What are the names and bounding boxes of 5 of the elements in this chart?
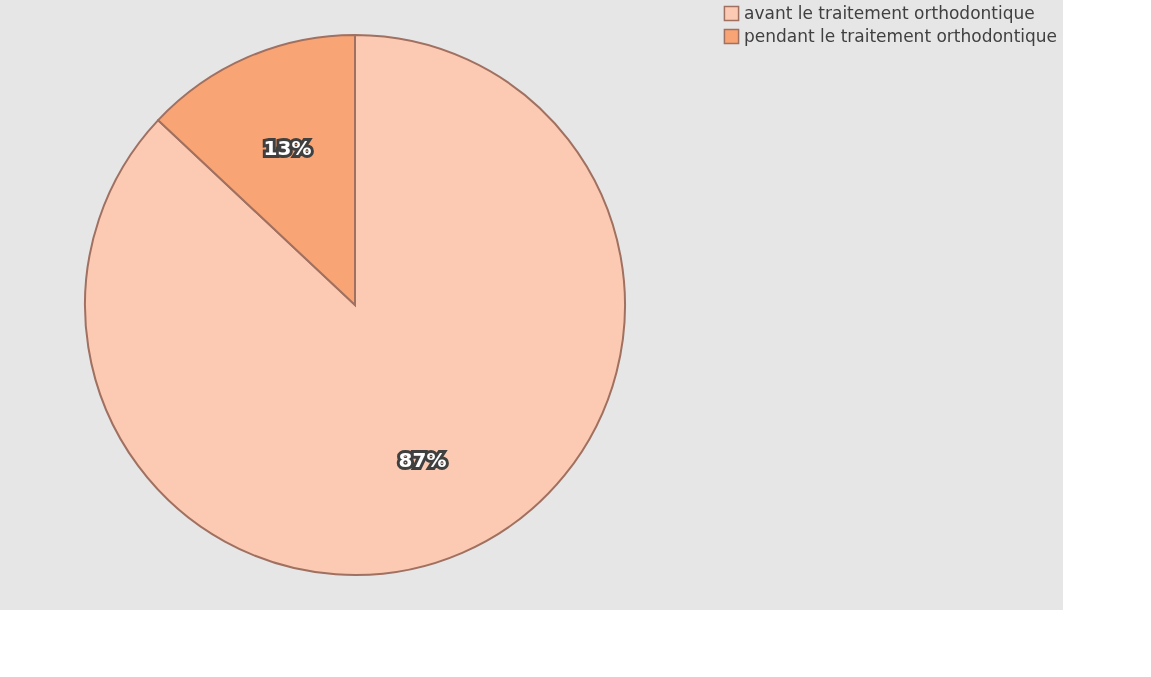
- legend-label: avant le traitement orthodontique: [744, 2, 1035, 23]
- pie-slice: [84, 34, 626, 576]
- legend-label: pendant le traitement orthodontique: [744, 25, 1058, 46]
- data-label: 13%: [263, 135, 312, 160]
- data-label: 87%: [398, 448, 447, 473]
